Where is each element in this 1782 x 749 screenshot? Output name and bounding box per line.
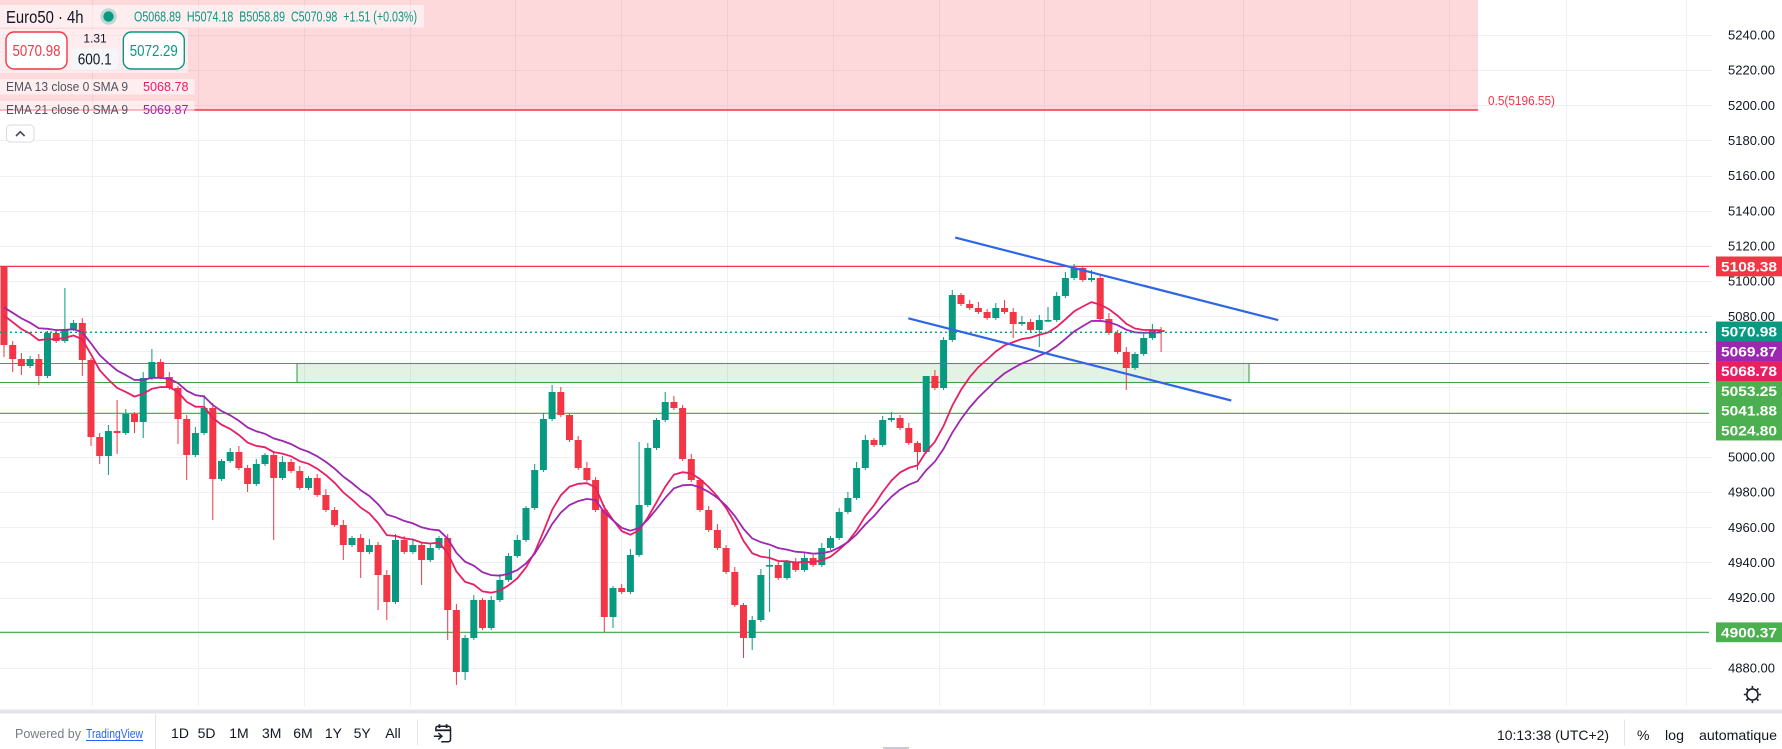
svg-text:1.31: 1.31 [83,32,107,46]
svg-text:5Y: 5Y [354,725,372,741]
svg-text:1Y: 1Y [325,725,343,741]
svg-text:5069.87: 5069.87 [1721,344,1777,359]
svg-text:5041.88: 5041.88 [1721,404,1778,419]
svg-text:5000.00: 5000.00 [1728,450,1775,465]
svg-text:5140.00: 5140.00 [1728,203,1775,218]
svg-text:5069.87: 5069.87 [143,103,189,117]
svg-text:automatique: automatique [1699,727,1777,743]
svg-text:1M: 1M [229,725,248,741]
svg-text:10:13:38 (UTC+2): 10:13:38 (UTC+2) [1497,727,1609,743]
svg-text:5100.00: 5100.00 [1728,274,1775,289]
svg-text:5180.00: 5180.00 [1728,133,1775,148]
svg-text:TradingView: TradingView [86,726,143,741]
svg-text:5120.00: 5120.00 [1728,239,1775,254]
svg-text:5240.00: 5240.00 [1728,28,1775,43]
svg-text:%: % [1637,727,1649,743]
svg-text:5068.78: 5068.78 [143,80,189,94]
svg-text:O5068.89 H5074.18 B5058.89: O5068.89 H5074.18 B5058.89 C5070.98 +1.5… [134,10,417,26]
svg-text:5D: 5D [198,725,216,741]
svg-text:0.5(5196.55): 0.5(5196.55) [1488,94,1555,108]
svg-text:4960.00: 4960.00 [1728,520,1775,535]
svg-text:5053.25: 5053.25 [1721,384,1778,399]
svg-text:600.1: 600.1 [78,52,112,69]
svg-text:4880.00: 4880.00 [1728,661,1775,676]
svg-text:5068.78: 5068.78 [1721,364,1778,379]
svg-text:Powered by: Powered by [15,726,81,741]
svg-text:5108.38: 5108.38 [1721,259,1778,274]
svg-text:3M: 3M [262,725,281,741]
svg-text:5070.98: 5070.98 [13,43,61,60]
svg-text:EMA 13 close 0 SMA 9: EMA 13 close 0 SMA 9 [6,80,128,94]
svg-text:6M: 6M [293,725,312,741]
svg-text:4920.00: 4920.00 [1728,590,1775,605]
svg-text:4900.37: 4900.37 [1721,625,1777,640]
svg-text:Euro50 · 4h: Euro50 · 4h [6,7,84,27]
svg-text:5070.98: 5070.98 [1721,325,1778,340]
svg-text:5200.00: 5200.00 [1728,98,1775,113]
svg-text:5080.00: 5080.00 [1728,309,1775,324]
svg-text:log: log [1665,727,1684,743]
svg-text:1D: 1D [171,725,189,741]
svg-text:4980.00: 4980.00 [1728,485,1775,500]
svg-text:5160.00: 5160.00 [1728,168,1775,183]
svg-text:EMA 21 close 0 SMA 9: EMA 21 close 0 SMA 9 [6,103,128,117]
svg-text:4940.00: 4940.00 [1728,555,1775,570]
svg-text:5024.80: 5024.80 [1721,424,1777,439]
svg-text:5220.00: 5220.00 [1728,63,1775,78]
svg-text:All: All [385,725,401,741]
svg-text:5072.29: 5072.29 [130,43,178,60]
